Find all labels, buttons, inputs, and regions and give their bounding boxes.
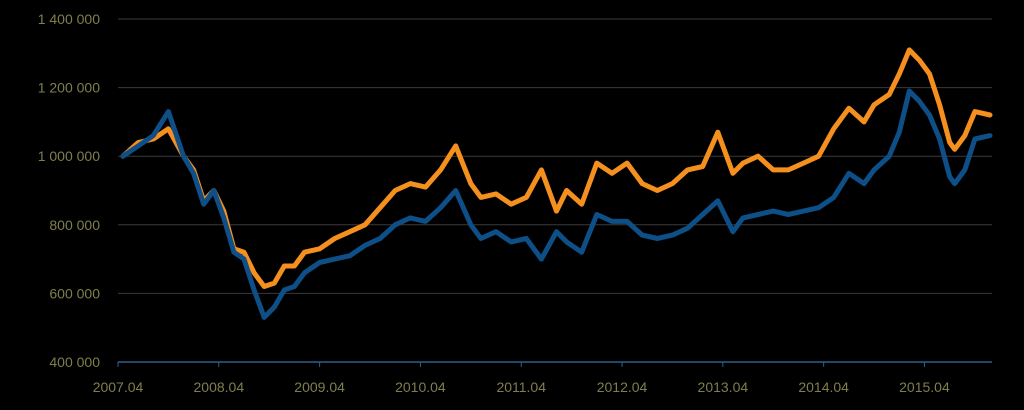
series-lines <box>120 47 993 320</box>
x-tick-label: 2010.04 <box>395 379 446 395</box>
x-tick-label: 2015.04 <box>899 379 950 395</box>
x-tick-label: 2009.04 <box>294 379 345 395</box>
y-tick-label: 1 200 000 <box>38 80 100 96</box>
x-axis-ticks <box>117 362 925 367</box>
y-tick-label: 800 000 <box>49 217 100 233</box>
series-line-1 <box>120 47 993 289</box>
x-tick-label: 2011.04 <box>496 379 546 395</box>
x-tick-label: 2013.04 <box>698 379 749 395</box>
x-tick-label: 2007.04 <box>93 379 144 395</box>
gridlines <box>118 18 992 294</box>
x-tick-label: 2012.04 <box>597 379 648 395</box>
x-tick-label: 2014.04 <box>798 379 849 395</box>
series-line-2 <box>120 88 993 320</box>
y-axis-labels: 400 000 600 000 800 000 1 000 000 1 200 000 1… <box>38 11 101 370</box>
y-tick-label: 1 400 000 <box>38 11 100 27</box>
y-tick-label: 1 000 000 <box>38 148 100 164</box>
y-tick-label: 600 000 <box>49 285 100 301</box>
y-tick-label: 400 000 <box>49 354 100 370</box>
x-axis-labels: 2007.04 2008.04 2009.04 2010.04 2011.04 2012.… <box>93 379 950 395</box>
x-tick-label: 2008.04 <box>194 379 245 395</box>
